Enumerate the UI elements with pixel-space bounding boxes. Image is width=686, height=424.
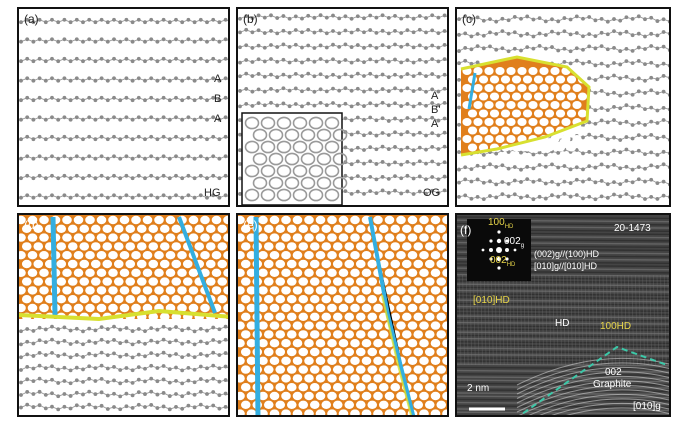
panel-b-label: (b) (243, 12, 258, 26)
stack-label-a1: A (431, 90, 439, 102)
og-tag: OG (423, 187, 441, 199)
panel-a: (a) A B A HG (17, 7, 230, 207)
panel-e-lattice (238, 215, 447, 415)
fft-spot (489, 257, 493, 261)
panel-f-hrtem: (f) 100HD 002g 002HD 20-1473 (002)g//(10… (455, 213, 671, 417)
diamond-lattice (238, 215, 447, 415)
atom-chain-row (19, 350, 228, 360)
panel-d-label: (d) (24, 218, 39, 232)
fft-spot (505, 248, 509, 252)
atom-chain-row (19, 193, 228, 200)
atom-chain-row (19, 134, 228, 142)
plane-100hd-label: 100HD (600, 321, 632, 332)
panel-d: (d) (17, 213, 230, 417)
inset-lattice (244, 116, 348, 202)
atom-chain-row (238, 42, 447, 50)
fft-spot (481, 248, 485, 252)
atom-chain-row (19, 76, 228, 83)
atom-chain-row (19, 37, 228, 44)
twin-boundary-1 (253, 216, 261, 415)
atom-chain-row (238, 57, 447, 65)
interface-dashed-line (518, 345, 668, 415)
panel-c: (c) (455, 7, 671, 207)
atom-chain-row (19, 56, 228, 64)
stack-label-a1: A (214, 73, 222, 85)
atom-chain-row (19, 115, 228, 122)
stacking-fault (467, 72, 477, 110)
fft-spot (513, 248, 517, 252)
atom-chain-row (457, 147, 669, 157)
orientation-relation-2: [010]g//[010]HD (534, 261, 598, 271)
panel-a-lattice (19, 17, 228, 200)
atom-chain-row (457, 44, 669, 54)
structure-inset (241, 112, 343, 205)
temperature-label: 20-1473 (614, 223, 651, 234)
plane-002-label: 002 (605, 367, 622, 378)
fft-spot (505, 239, 509, 243)
atom-chain-row (457, 14, 669, 24)
diamond-graphite-interface (19, 308, 228, 322)
panel-c-lattice (457, 14, 669, 202)
panel-a-label: (a) (24, 12, 39, 26)
hg-tag: HG (204, 187, 221, 199)
panel-e: (e) (236, 213, 449, 417)
fft-spot (496, 238, 502, 244)
scale-bar-label: 2 nm (467, 383, 490, 394)
twin-boundary-1 (50, 216, 58, 316)
atom-chain-row (457, 162, 669, 172)
fft-spot (505, 257, 509, 261)
atom-chain-row (19, 324, 228, 334)
atom-chain-row (238, 71, 447, 80)
atom-chain-row (19, 337, 228, 347)
atom-chain-row (238, 100, 447, 109)
zone-axis-g: [010]g (633, 401, 661, 412)
fft-100-label: 100HD (488, 217, 514, 230)
panel-e-label: (e) (243, 218, 258, 232)
atom-chain-row (457, 192, 669, 202)
fft-spot (497, 230, 501, 234)
atom-chain-row (457, 29, 669, 39)
atom-chain-row (19, 376, 228, 386)
fft-002g-label: 002g (504, 236, 525, 249)
nucleus-interface (460, 55, 591, 157)
stack-label-bprime: B' (431, 104, 441, 116)
fft-spot (497, 266, 501, 270)
atom-chain-row (19, 17, 228, 25)
atom-chain-row (19, 363, 228, 373)
orientation-relation-1: (002)g//(100)HD (534, 249, 600, 259)
panel-b: (b) A B' A OG (236, 7, 449, 207)
fft-spot (489, 248, 493, 252)
panel-c-label: (c) (462, 12, 476, 26)
atom-chain-row (19, 173, 228, 181)
atom-chain-row (19, 95, 228, 103)
atom-chain-row (238, 13, 447, 21)
zone-axis-hd: [010]HD (473, 295, 510, 306)
twin-interface (381, 294, 412, 415)
atom-chain-row (457, 177, 669, 187)
twin-boundary-2 (177, 216, 217, 314)
graphite-label: Graphite (593, 379, 632, 390)
fft-002hd-label: 002HD (490, 255, 516, 268)
panel-d-lattice (19, 215, 228, 412)
fft-spot (489, 239, 493, 243)
stack-label-b: B (214, 93, 222, 105)
atom-chain-row (238, 86, 447, 94)
diamond-lattice (462, 67, 588, 152)
stack-label-a2: A (431, 118, 439, 130)
fft-spot (496, 247, 502, 253)
twin-boundary-2 (368, 216, 416, 415)
hd-region-label: HD (555, 318, 570, 329)
atom-chain-row (19, 154, 228, 161)
panel-b-lattice (238, 13, 447, 205)
panel-f-label: (f) (460, 223, 472, 237)
atom-chain-row (19, 389, 228, 399)
atom-chain-row (19, 402, 228, 412)
stack-label-a2: A (214, 113, 222, 125)
atom-chain-row (238, 27, 447, 36)
fft-spots (481, 230, 517, 270)
fft-spot (496, 256, 502, 262)
